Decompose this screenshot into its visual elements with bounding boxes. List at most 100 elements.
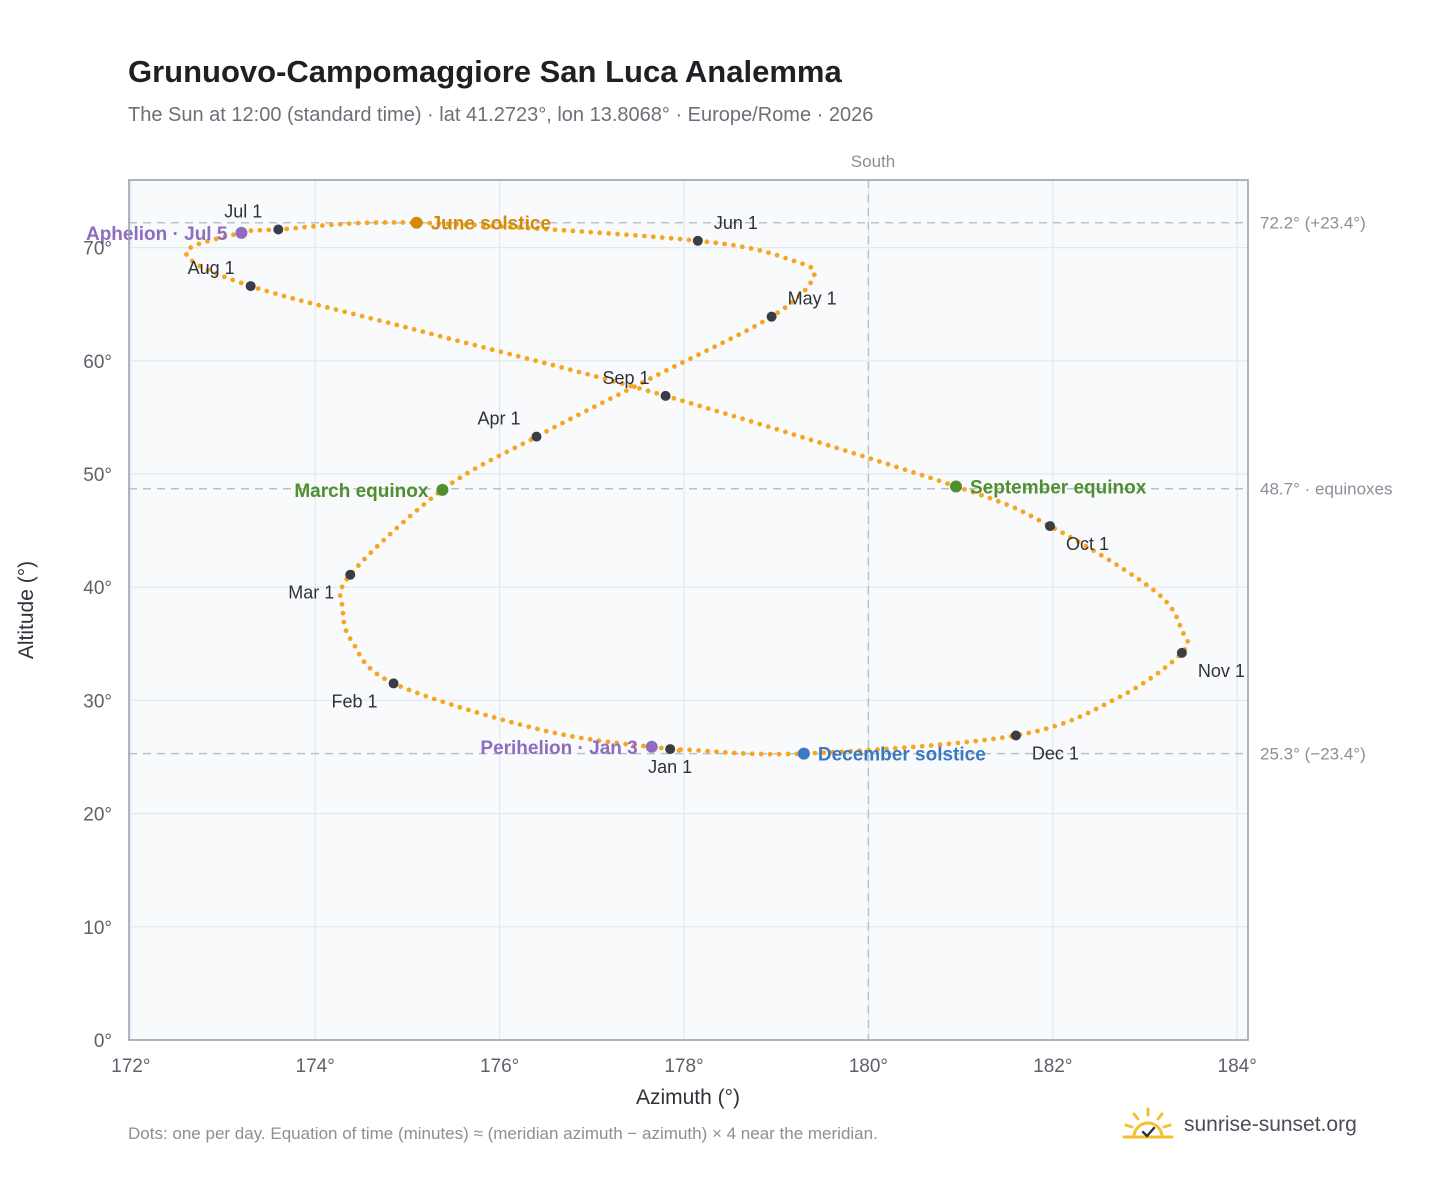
daily-sun-dot: [859, 453, 865, 459]
daily-sun-dot: [355, 563, 361, 568]
daily-sun-dot: [576, 412, 581, 418]
daily-sun-dot: [504, 449, 510, 455]
daily-sun-dot: [1121, 567, 1127, 572]
daily-sun-dot: [570, 228, 576, 234]
daily-sun-dot: [714, 749, 719, 755]
daily-sun-dot: [472, 222, 477, 228]
daily-sun-dot: [307, 300, 313, 306]
daily-sun-dot: [964, 739, 970, 745]
daily-sun-dot: [713, 240, 719, 246]
daily-sun-dot: [293, 225, 299, 231]
daily-sun-dot: [368, 315, 374, 321]
daily-sun-dot: [316, 302, 322, 308]
daily-sun-dot: [394, 525, 400, 531]
daily-sun-dot: [588, 229, 594, 235]
daily-sun-dot: [427, 220, 433, 226]
month-marker-dot: [345, 569, 356, 580]
daily-sun-dot: [381, 537, 387, 543]
month-marker-label: Dec 1: [1032, 743, 1079, 763]
event-label: Perihelion · Jan 3: [480, 738, 637, 759]
daily-sun-dot: [671, 395, 677, 401]
daily-sun-dot: [776, 751, 782, 757]
month-marker-dot: [692, 235, 703, 246]
daily-sun-dot: [1036, 517, 1042, 523]
daily-sun-dot: [655, 372, 661, 377]
daily-sun-dot: [455, 338, 460, 344]
daily-sun-dot: [445, 221, 451, 227]
daily-sun-dot: [731, 242, 736, 248]
daily-sun-dot: [885, 461, 891, 467]
daily-sun-dot: [272, 291, 278, 297]
y-axis-label: Altitude (°): [15, 561, 38, 659]
daily-sun-dot: [628, 383, 634, 389]
daily-sun-dot: [637, 386, 642, 391]
daily-sun-dot: [821, 750, 827, 756]
daily-sun-dot: [500, 717, 506, 723]
event-label: September equinox: [970, 477, 1147, 498]
daily-sun-dot: [222, 234, 228, 240]
daily-sun-dot: [507, 224, 513, 230]
daily-sun-dot: [184, 252, 189, 257]
daily-sun-dot: [480, 461, 486, 467]
daily-sun-dot: [377, 318, 382, 323]
daily-sun-dot: [785, 751, 791, 757]
month-marker-label: Aug 1: [188, 258, 235, 278]
month-marker-dot: [388, 678, 399, 689]
daily-sun-dot: [1083, 543, 1089, 549]
daily-sun-dot: [1169, 659, 1175, 665]
daily-sun-dot: [1067, 534, 1073, 540]
daily-sun-dot: [962, 486, 967, 492]
daily-sun-dot: [731, 413, 737, 419]
daily-sun-dot: [624, 388, 629, 394]
daily-sun-dot: [364, 220, 370, 226]
daily-sun-dot: [680, 398, 685, 404]
daily-sun-dot: [928, 475, 933, 481]
daily-sun-dot: [496, 453, 502, 459]
daily-sun-dot: [449, 480, 455, 486]
x-tick-label: 182°: [1033, 1056, 1072, 1077]
daily-sun-dot: [783, 255, 788, 261]
daily-sun-dot: [398, 684, 404, 689]
daily-sun-dot: [1098, 552, 1104, 558]
daily-sun-dot: [457, 475, 463, 481]
daily-sun-dot: [1085, 710, 1091, 716]
daily-sun-dot: [585, 371, 591, 377]
daily-sun-dot: [884, 746, 889, 752]
daily-sun-dot: [757, 421, 763, 427]
daily-sun-dot: [731, 750, 737, 756]
daily-sun-dot: [374, 544, 380, 549]
daily-sun-dot: [839, 749, 845, 755]
daily-sun-dot: [748, 419, 754, 424]
brand-name: sunrise-sunset.org: [1184, 1113, 1357, 1136]
daily-sun-dot: [1004, 502, 1010, 507]
daily-sun-dot: [696, 748, 701, 753]
reference-line-label: 72.2° (+23.4°): [1260, 214, 1366, 233]
month-marker-dot: [1045, 521, 1056, 532]
daily-sun-dot: [362, 556, 367, 562]
reference-line-label: 48.7° · equinoxes: [1260, 480, 1393, 499]
event-marker-dot: [235, 226, 248, 239]
y-tick-label: 30°: [83, 691, 112, 712]
daily-sun-dot: [723, 411, 728, 417]
daily-sun-dot: [1026, 730, 1032, 736]
daily-sun-dot: [520, 441, 526, 447]
daily-sun-dot: [373, 220, 379, 225]
daily-sun-dot: [1020, 509, 1026, 515]
daily-sun-dot: [1155, 670, 1161, 676]
daily-sun-dot: [808, 264, 814, 270]
daily-sun-dot: [791, 258, 797, 264]
daily-sun-dot: [1185, 638, 1191, 644]
daily-sun-dot: [811, 272, 817, 278]
daily-sun-dot: [401, 519, 406, 525]
brand[interactable]: sunrise-sunset.org: [1120, 1100, 1357, 1150]
daily-sun-dot: [834, 445, 840, 451]
daily-sun-dot: [808, 280, 814, 286]
daily-sun-dot: [483, 712, 488, 718]
month-marker-label: Jan 1: [648, 757, 692, 777]
daily-sun-dot: [1069, 717, 1075, 723]
daily-sun-dot: [570, 734, 575, 739]
daily-sun-dot: [1140, 680, 1146, 686]
daily-sun-dot: [774, 252, 780, 258]
daily-sun-dot: [361, 659, 367, 665]
daily-sun-dot: [534, 226, 540, 232]
